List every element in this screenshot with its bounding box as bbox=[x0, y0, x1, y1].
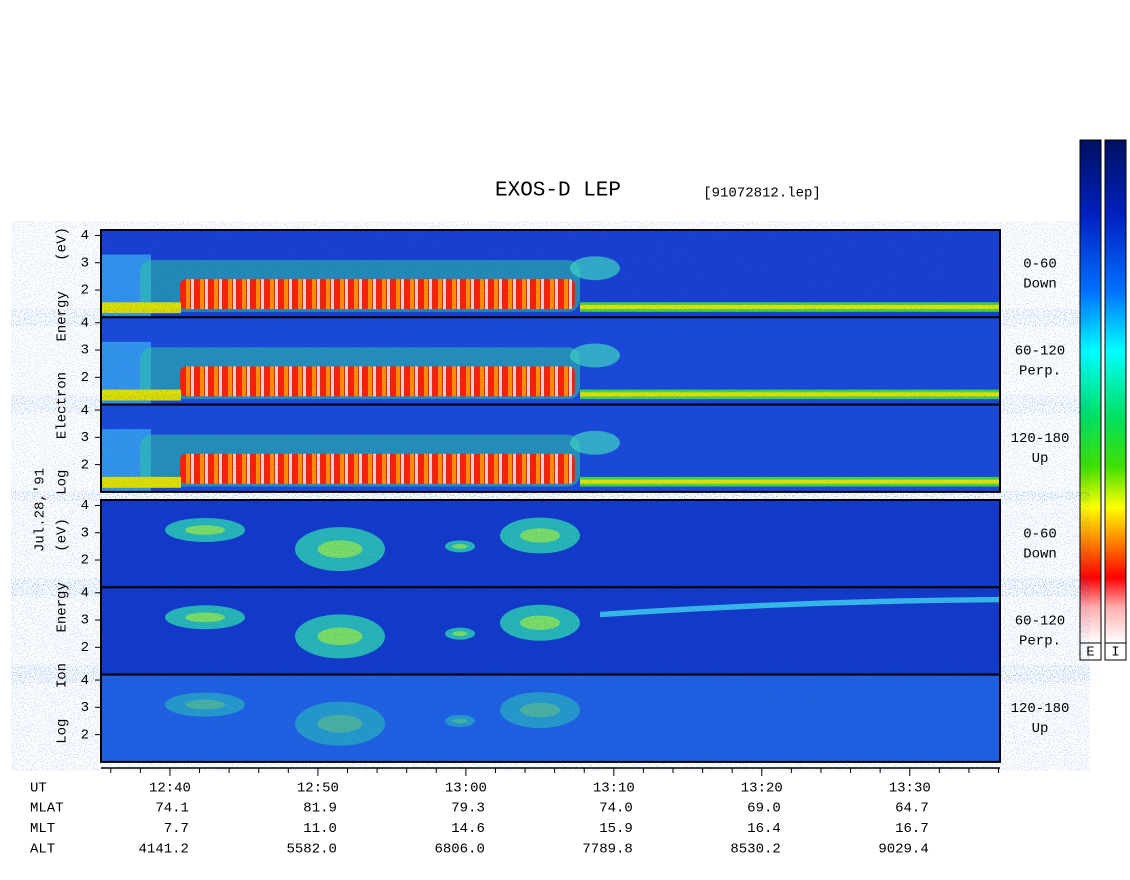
spectrogram-noise bbox=[101, 230, 1000, 318]
colorbar-box bbox=[1079, 642, 1102, 661]
panel-angle: 60-120 bbox=[1015, 614, 1065, 630]
y-tick-label: 2 bbox=[81, 553, 89, 569]
colorbar bbox=[1079, 139, 1102, 644]
footer-value: 16.7 bbox=[895, 821, 929, 837]
footer-value: 4141.2 bbox=[139, 842, 189, 858]
footer-row-label: MLT bbox=[30, 821, 55, 837]
y-tick-label: 3 bbox=[81, 343, 89, 359]
footer-row-label: ALT bbox=[30, 842, 55, 858]
y-tick-label: 3 bbox=[81, 255, 89, 271]
colorbar-label: E bbox=[1086, 645, 1094, 661]
spectrogram-noise bbox=[101, 317, 1000, 405]
footer-row-label: MLAT bbox=[30, 801, 64, 817]
y-tick-label: 4 bbox=[81, 498, 89, 514]
y-tick-label: 3 bbox=[81, 700, 89, 716]
footer-value: 9029.4 bbox=[878, 842, 928, 858]
spectrogram-noise bbox=[101, 500, 1000, 588]
panel-angle: 120-180 bbox=[1011, 701, 1070, 717]
y-tick-label: 2 bbox=[81, 640, 89, 656]
panel-frame bbox=[100, 403, 1001, 493]
colorbar-label: I bbox=[1111, 645, 1119, 661]
footer-value: 74.0 bbox=[599, 801, 633, 817]
y-tick-label: 4 bbox=[81, 585, 89, 601]
footer-value: 5582.0 bbox=[286, 842, 336, 858]
spectrogram-noise bbox=[101, 674, 1000, 762]
panel-direction: Down bbox=[1023, 276, 1057, 292]
footer-value: 64.7 bbox=[895, 801, 929, 817]
footer-value: 81.9 bbox=[303, 801, 337, 817]
chart-title: EXOS-D LEP bbox=[495, 180, 621, 203]
y-tick-label: 3 bbox=[81, 525, 89, 541]
colorbar-box bbox=[1104, 642, 1127, 661]
footer-value: 15.9 bbox=[599, 821, 633, 837]
y-tick-label: 2 bbox=[81, 457, 89, 473]
x-tick-label: 13:30 bbox=[889, 781, 931, 797]
footer-value: 74.1 bbox=[155, 801, 189, 817]
panel-direction: Perp. bbox=[1019, 364, 1061, 380]
y-tick-label: 4 bbox=[81, 228, 89, 244]
panel-angle: 120-180 bbox=[1011, 431, 1070, 447]
group-label: Log Electron Energy (eV) bbox=[55, 227, 71, 495]
panel-direction: Up bbox=[1032, 451, 1049, 467]
panel-direction: Down bbox=[1023, 546, 1057, 562]
x-tick-label: 12:40 bbox=[149, 781, 191, 797]
spectrogram-noise bbox=[101, 587, 1000, 675]
panel-angle: 60-120 bbox=[1015, 344, 1065, 360]
footer-value: 16.4 bbox=[747, 821, 781, 837]
x-tick-label: 13:00 bbox=[445, 781, 487, 797]
y-tick-label: 4 bbox=[81, 673, 89, 689]
footer-value: 69.0 bbox=[747, 801, 781, 817]
footer-value: 11.0 bbox=[303, 821, 337, 837]
panel-frame bbox=[100, 673, 1001, 763]
x-axis-label: UT bbox=[30, 781, 47, 797]
footer-value: 79.3 bbox=[451, 801, 485, 817]
spectrogram-noise bbox=[101, 404, 1000, 492]
footer-value: 7789.8 bbox=[582, 842, 632, 858]
y-tick-label: 2 bbox=[81, 283, 89, 299]
colorbars: E I bbox=[1079, 139, 1127, 661]
footer-value: 7.7 bbox=[164, 821, 189, 837]
footer-value: 8530.2 bbox=[730, 842, 780, 858]
footer-value: 14.6 bbox=[451, 821, 485, 837]
colorbar bbox=[1104, 139, 1127, 644]
group-label: Log Ion Energy (eV) bbox=[55, 518, 71, 744]
panel-angle: 0-60 bbox=[1023, 256, 1057, 272]
panel-direction: Perp. bbox=[1019, 634, 1061, 650]
x-tick-label: 13:10 bbox=[593, 781, 635, 797]
y-tick-label: 4 bbox=[81, 403, 89, 419]
panel-direction: Up bbox=[1032, 721, 1049, 737]
date-label: Jul.28,'91 bbox=[33, 468, 49, 552]
x-tick-label: 12:50 bbox=[297, 781, 339, 797]
y-tick-label: 2 bbox=[81, 727, 89, 743]
y-tick-label: 3 bbox=[81, 613, 89, 629]
panel-angle: 0-60 bbox=[1023, 526, 1057, 542]
y-tick-label: 4 bbox=[81, 315, 89, 331]
footer-value: 6806.0 bbox=[434, 842, 484, 858]
y-tick-label: 3 bbox=[81, 430, 89, 446]
y-tick-label: 2 bbox=[81, 370, 89, 386]
file-name: [91072812.lep] bbox=[703, 186, 821, 202]
x-tick-label: 13:20 bbox=[741, 781, 783, 797]
